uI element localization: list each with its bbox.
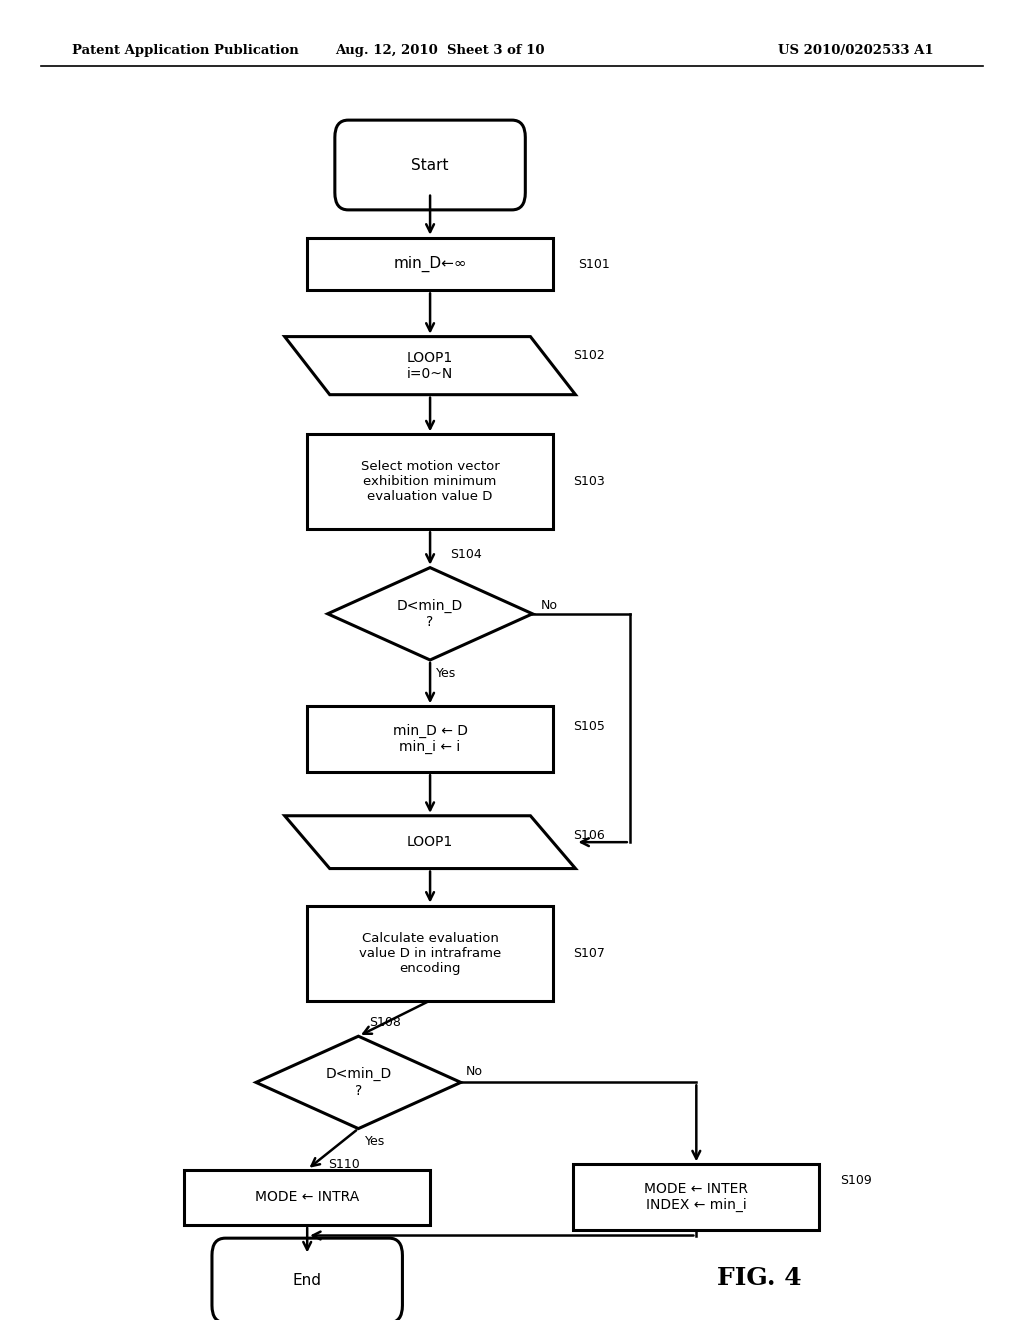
Text: LOOP1: LOOP1	[407, 836, 454, 849]
Text: S104: S104	[451, 548, 482, 561]
Text: No: No	[541, 599, 558, 612]
Text: Yes: Yes	[365, 1135, 385, 1148]
Text: S106: S106	[573, 829, 605, 842]
Text: LOOP1
i=0~N: LOOP1 i=0~N	[407, 351, 454, 380]
Bar	[307, 238, 553, 290]
Text: min_D←∞: min_D←∞	[393, 256, 467, 272]
Text: End: End	[293, 1272, 322, 1288]
Text: MODE ← INTER
INDEX ← min_i: MODE ← INTER INDEX ← min_i	[644, 1183, 749, 1212]
Text: No: No	[466, 1065, 483, 1078]
Text: FIG. 4: FIG. 4	[717, 1266, 802, 1290]
Polygon shape	[285, 816, 575, 869]
Text: Calculate evaluation
value D in intraframe
encoding: Calculate evaluation value D in intrafra…	[359, 932, 501, 974]
Bar	[307, 434, 553, 529]
FancyBboxPatch shape	[335, 120, 525, 210]
Text: S109: S109	[840, 1173, 871, 1187]
Text: Start: Start	[412, 157, 449, 173]
Text: Select motion vector
exhibition minimum
evaluation value D: Select motion vector exhibition minimum …	[360, 461, 500, 503]
Text: S110: S110	[328, 1158, 359, 1171]
Text: S102: S102	[573, 348, 605, 362]
Text: S105: S105	[573, 719, 605, 733]
Text: Yes: Yes	[436, 667, 457, 680]
Text: S108: S108	[369, 1016, 400, 1030]
Text: Aug. 12, 2010  Sheet 3 of 10: Aug. 12, 2010 Sheet 3 of 10	[336, 44, 545, 57]
Text: min_D ← D
min_i ← i: min_D ← D min_i ← i	[392, 723, 468, 755]
Text: Patent Application Publication: Patent Application Publication	[72, 44, 298, 57]
Text: S101: S101	[579, 257, 610, 271]
Text: D<min_D
?: D<min_D ?	[397, 599, 463, 628]
Text: D<min_D
?: D<min_D ?	[326, 1068, 391, 1097]
Text: US 2010/0202533 A1: US 2010/0202533 A1	[778, 44, 934, 57]
Text: S107: S107	[573, 946, 605, 960]
Polygon shape	[285, 337, 575, 395]
Bar	[573, 1164, 819, 1230]
Bar	[307, 706, 553, 772]
Polygon shape	[328, 568, 532, 660]
Bar	[307, 906, 553, 1001]
Polygon shape	[256, 1036, 461, 1129]
Text: S103: S103	[573, 475, 605, 488]
FancyBboxPatch shape	[212, 1238, 402, 1320]
Text: MODE ← INTRA: MODE ← INTRA	[255, 1191, 359, 1204]
Bar	[184, 1170, 430, 1225]
